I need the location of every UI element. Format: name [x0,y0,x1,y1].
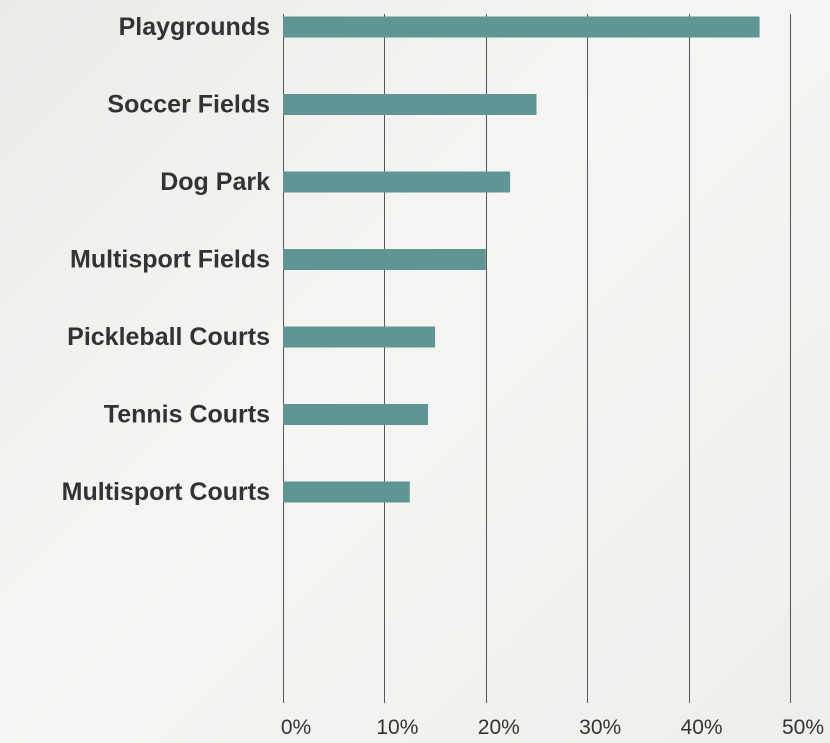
x-tick-label: 50% [782,716,824,739]
category-label-multisport-courts: Multisport Courts [62,478,270,506]
category-label-soccer-fields: Soccer Fields [107,91,270,119]
category-label-multisport-fields: Multisport Fields [70,246,270,274]
bar-pickleball-courts [283,326,436,348]
bar-dog-park [283,171,511,193]
category-label-pickleball-courts: Pickleball Courts [67,323,270,351]
x-tick-labels: 0% 10% 20% 30% 40% 50% [281,716,824,739]
bar-multisport-fields [283,249,486,270]
bar-tennis-courts [283,404,429,425]
bars [283,16,760,503]
bar-playgrounds [283,16,760,38]
x-tick-label: 10% [376,716,418,739]
x-tick-label: 20% [478,716,520,739]
category-label-dog-park: Dog Park [160,168,270,196]
bar-multisport-courts [283,481,410,503]
x-tick-label: 40% [681,716,723,739]
bar-soccer-fields [283,94,537,115]
x-tick-label: 30% [579,716,621,739]
gridlines [283,14,791,703]
category-label-tennis-courts: Tennis Courts [104,401,270,429]
category-labels: Playgrounds Soccer Fields Dog Park Multispo… [62,13,270,506]
category-label-playgrounds: Playgrounds [119,13,270,41]
x-tick-label: 0% [281,716,311,739]
